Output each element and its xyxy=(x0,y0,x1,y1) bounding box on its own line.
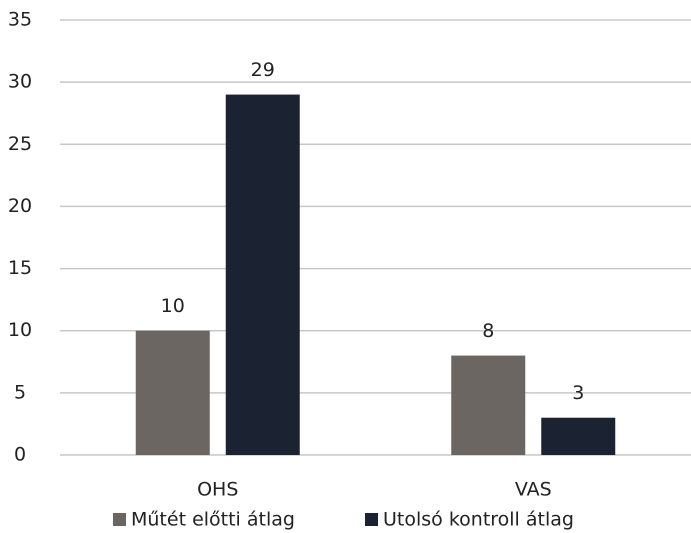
legend-swatch xyxy=(113,513,126,526)
y-tick-label: 35 xyxy=(8,9,32,31)
data-label: 29 xyxy=(251,59,275,81)
bar xyxy=(451,355,526,455)
data-label: 3 xyxy=(572,382,584,404)
y-tick-label: 10 xyxy=(8,319,32,341)
y-tick-label: 15 xyxy=(8,257,32,279)
legend-label: Utolsó kontroll átlag xyxy=(383,509,574,531)
legend-swatch xyxy=(365,513,378,526)
y-tick-label: 5 xyxy=(14,381,26,403)
bar xyxy=(135,330,210,455)
y-tick-label: 30 xyxy=(8,71,32,93)
bar xyxy=(225,94,300,456)
x-tick-label: OHS xyxy=(197,479,238,501)
legend-label: Műtét előtti átlag xyxy=(131,509,295,531)
x-tick-label: VAS xyxy=(515,479,552,501)
data-label: 10 xyxy=(161,295,185,317)
y-tick-label: 25 xyxy=(8,133,32,155)
y-tick-label: 0 xyxy=(14,444,26,466)
y-tick-label: 20 xyxy=(8,195,32,217)
data-label: 8 xyxy=(482,320,494,342)
bar xyxy=(541,417,616,455)
